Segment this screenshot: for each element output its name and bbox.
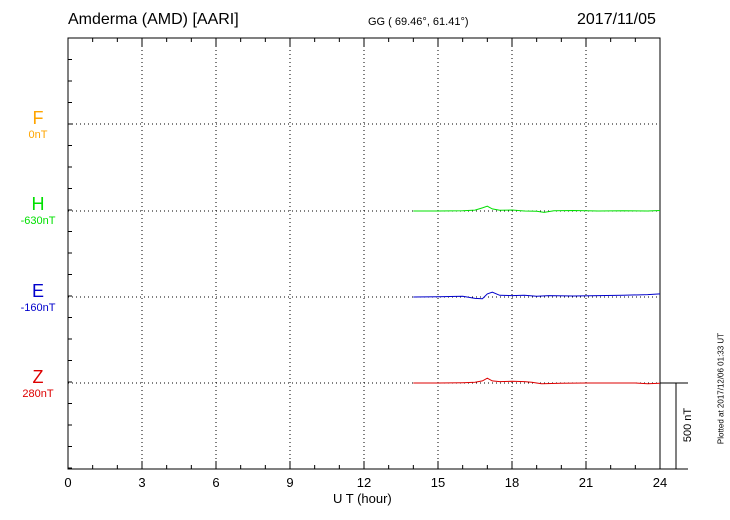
- date-label: 2017/11/05: [577, 11, 656, 28]
- channel-name: H: [31, 194, 45, 214]
- channel-baseline: 280nT: [22, 388, 54, 400]
- coordinates: GG ( 69.46°, 61.41°): [368, 16, 469, 28]
- x-tick-label: 18: [504, 475, 520, 490]
- x-tick-label: 0: [64, 475, 72, 490]
- series-line-z: [413, 377, 661, 385]
- x-tick-label: 21: [578, 475, 594, 490]
- scale-bar-label: 500 nT: [682, 407, 694, 443]
- x-tick-label: 6: [212, 475, 220, 490]
- x-tick-label: 12: [356, 475, 372, 490]
- channel-label-f: F 0nT: [10, 108, 66, 141]
- x-tick-label: 9: [286, 475, 294, 490]
- channel-label-e: E -160nT: [10, 281, 66, 314]
- x-tick-label: 15: [430, 475, 446, 490]
- channel-label-h: H -630nT: [10, 194, 66, 227]
- series-line-h: [413, 205, 661, 213]
- channel-name: F: [32, 108, 44, 128]
- x-axis-label: U T (hour): [333, 491, 392, 506]
- plotted-timestamp: Plotted at 2017/12/06 01:33 UT: [716, 332, 726, 445]
- x-tick-label: 3: [138, 475, 146, 490]
- channel-name: E: [31, 281, 44, 301]
- x-tick-label: 24: [652, 475, 668, 490]
- channel-baseline: -160nT: [20, 302, 56, 314]
- channel-baseline: -630nT: [20, 215, 56, 227]
- series-line-e: [413, 291, 661, 300]
- channel-baseline: 0nT: [28, 129, 48, 141]
- channel-label-z: Z 280nT: [10, 367, 66, 400]
- channel-name: Z: [32, 367, 44, 387]
- station-title: Amderma (AMD) [AARI]: [68, 11, 239, 28]
